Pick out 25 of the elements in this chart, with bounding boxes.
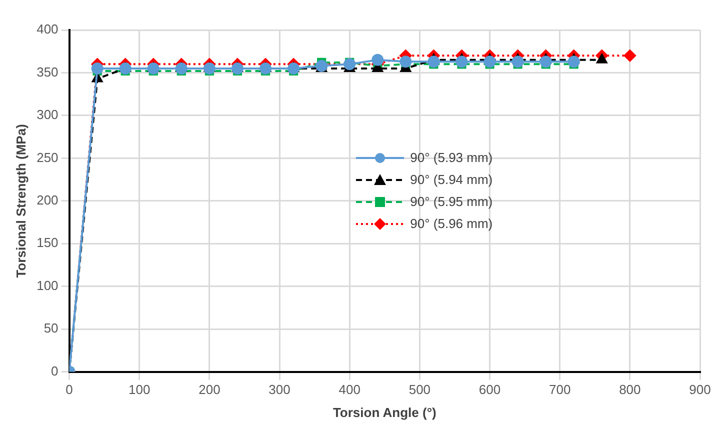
y-tick-label: 350 bbox=[36, 64, 58, 80]
x-tick-label: 300 bbox=[268, 382, 290, 398]
y-axis-title: Torsional Strength (MPa) bbox=[13, 124, 28, 278]
legend-label: 90° (5.94 mm) bbox=[410, 172, 493, 188]
x-tick-label: 900 bbox=[689, 382, 711, 398]
x-tick-label: 400 bbox=[338, 382, 360, 398]
legend-label: 90° (5.95 mm) bbox=[410, 194, 493, 210]
y-tick-label: 300 bbox=[36, 107, 58, 122]
x-tick-label: 0 bbox=[66, 382, 73, 398]
x-tick-label: 600 bbox=[478, 382, 501, 398]
x-tick-label: 800 bbox=[619, 382, 641, 398]
y-tick-label: 150 bbox=[36, 235, 58, 250]
legend-label: 90° (5.93 mm) bbox=[410, 150, 493, 166]
x-axis-title: Torsion Angle (°) bbox=[332, 404, 436, 420]
x-tick-label: 500 bbox=[408, 382, 431, 398]
x-tick-label: 700 bbox=[548, 382, 571, 398]
y-tick-label: 50 bbox=[44, 320, 58, 336]
y-tick-label: 250 bbox=[36, 150, 58, 165]
y-tick-label: 400 bbox=[36, 22, 58, 37]
y-tick-label: 200 bbox=[36, 192, 58, 208]
x-tick-label: 100 bbox=[128, 382, 150, 398]
y-tick-label: 0 bbox=[51, 363, 58, 378]
y-tick-label: 100 bbox=[36, 278, 58, 293]
legend-label: 90° (5.96 mm) bbox=[410, 216, 493, 232]
x-tick-label: 200 bbox=[198, 382, 220, 398]
